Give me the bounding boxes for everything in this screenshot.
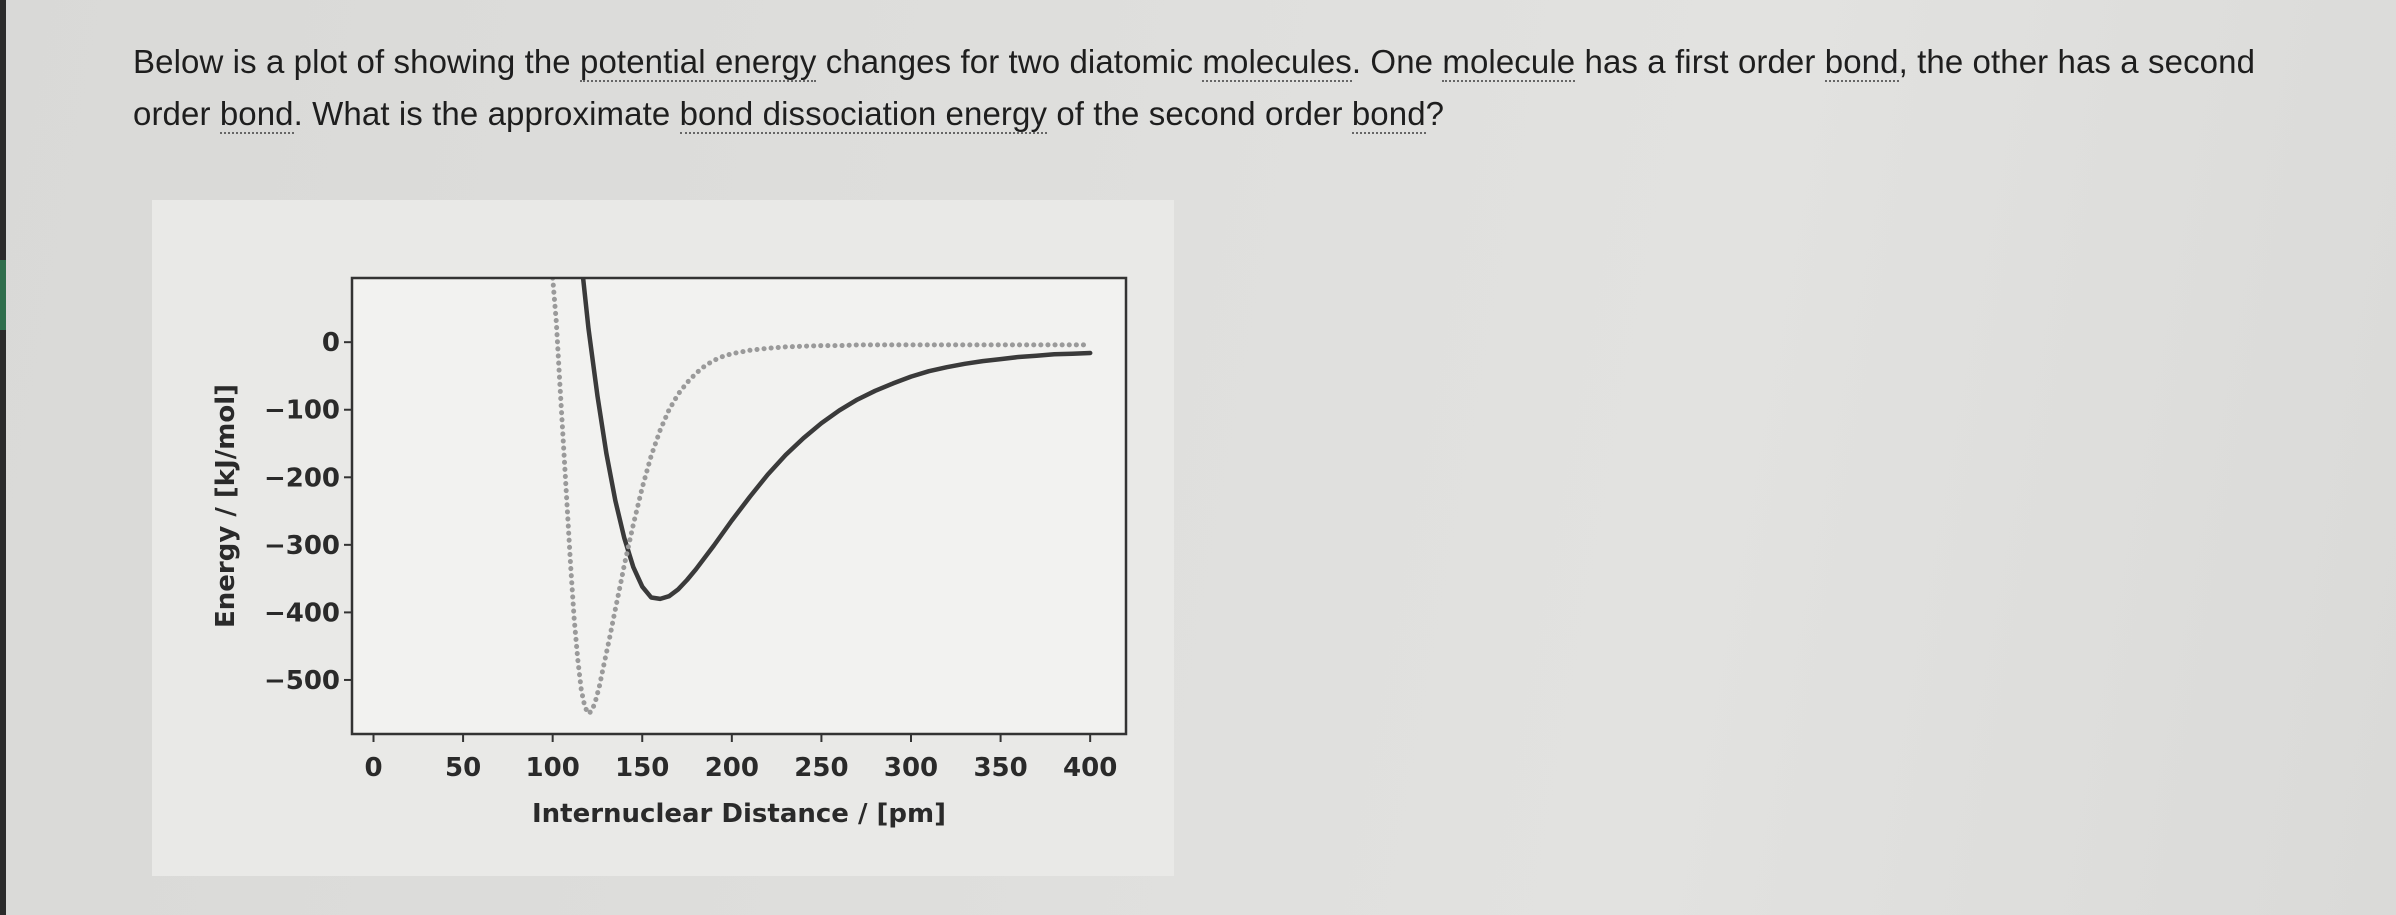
glossary-term[interactable]: molecules	[1202, 43, 1352, 82]
x-tick-label: 400	[1063, 753, 1117, 783]
question-text-segment: Below is a plot of showing the	[133, 43, 581, 80]
y-tick-label: 0	[322, 328, 340, 358]
y-tick-label: −100	[264, 396, 340, 426]
question-text: Below is a plot of showing the potential…	[133, 36, 2283, 140]
glossary-term[interactable]: bond	[1824, 43, 1899, 82]
glossary-term[interactable]: potential energy	[580, 43, 817, 82]
series-line-solid	[580, 278, 1093, 602]
y-axis-label: Energy / [kJ/mol]	[211, 384, 241, 628]
x-tick-label: 150	[615, 753, 669, 783]
potential-energy-chart: 0 50 100 150 200 250 300 350 400 0 −100 −200 −300 −40…	[211, 276, 1128, 829]
x-tick-label: 300	[884, 753, 938, 783]
question-text-segment: . One	[1351, 43, 1443, 80]
y-tick-label: −500	[264, 666, 340, 696]
plot-frame	[350, 276, 1128, 736]
x-tick-label: 350	[973, 753, 1027, 783]
x-tick-label: 250	[794, 753, 848, 783]
x-tick-label: 200	[705, 753, 759, 783]
glossary-term[interactable]: bond	[1351, 95, 1426, 134]
plot-area	[352, 278, 1126, 734]
x-tick-label: 50	[445, 753, 481, 783]
glossary-term[interactable]: bond	[219, 95, 294, 134]
y-tick-label: −400	[264, 598, 340, 628]
window-left-edge-marker	[0, 260, 6, 330]
chart-panel: 0 50 100 150 200 250 300 350 400 0 −100 −200 −300 −40…	[152, 200, 1174, 876]
series-line-dotted	[550, 278, 1093, 717]
x-axis-label: Internuclear Distance / [pm]	[532, 799, 946, 829]
question-text-segment: changes for two diatomic	[816, 43, 1203, 80]
x-tick-label: 100	[526, 753, 580, 783]
window-left-edge	[0, 0, 6, 915]
question-text-segment: . What is the approximate	[293, 95, 680, 132]
series-group	[550, 278, 1093, 717]
question-text-segment: of the second order	[1047, 95, 1352, 132]
question-text-segment: , the other has a second order	[133, 43, 2256, 132]
y-tick-label: −300	[264, 531, 340, 561]
question-text-segment: ?	[1425, 95, 1445, 132]
glossary-term[interactable]: molecule	[1442, 43, 1576, 82]
glossary-term[interactable]: bond dissociation energy	[679, 95, 1048, 134]
y-tick-label: −200	[264, 463, 340, 493]
question-text-segment: has a first order	[1575, 43, 1825, 80]
x-tick-label: 0	[364, 753, 382, 783]
